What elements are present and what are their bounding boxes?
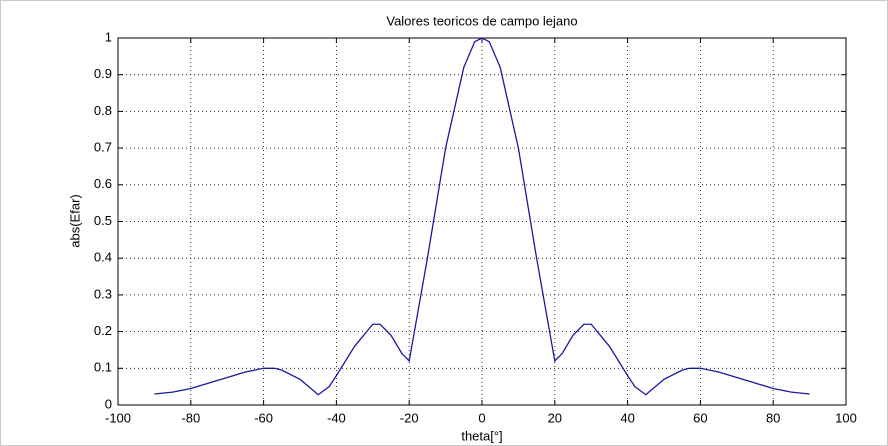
x-tick-label: 40 bbox=[620, 410, 634, 425]
x-tick-label: -60 bbox=[254, 410, 273, 425]
y-tick-label: 0.9 bbox=[94, 66, 112, 81]
data-line bbox=[154, 37, 810, 396]
y-tick-label: 1 bbox=[105, 29, 112, 44]
x-tick-label: -100 bbox=[105, 410, 131, 425]
y-tick-label: 0.5 bbox=[94, 213, 112, 228]
y-tick-label: 0.1 bbox=[94, 360, 112, 375]
x-tick-label: 20 bbox=[548, 410, 562, 425]
y-tick-label: 0.6 bbox=[94, 176, 112, 191]
y-tick-label: 0.3 bbox=[94, 286, 112, 301]
x-tick-label: 100 bbox=[835, 410, 857, 425]
x-axis-label: theta[°] bbox=[461, 428, 502, 443]
x-tick-label: -40 bbox=[327, 410, 346, 425]
y-tick-label: 0.7 bbox=[94, 140, 112, 155]
y-tick-label: 0.2 bbox=[94, 323, 112, 338]
y-tick-label: 0.4 bbox=[94, 250, 112, 265]
x-tick-label: -20 bbox=[400, 410, 419, 425]
x-tick-label: 0 bbox=[478, 410, 485, 425]
x-tick-label: -80 bbox=[181, 410, 200, 425]
x-tick-label: 80 bbox=[766, 410, 780, 425]
y-tick-label: 0 bbox=[105, 396, 112, 411]
y-tick-label: 0.8 bbox=[94, 103, 112, 118]
x-tick-label: 60 bbox=[693, 410, 707, 425]
chart-title: Valores teoricos de campo lejano bbox=[386, 13, 577, 28]
y-axis-label: abs(Efar) bbox=[67, 194, 82, 247]
